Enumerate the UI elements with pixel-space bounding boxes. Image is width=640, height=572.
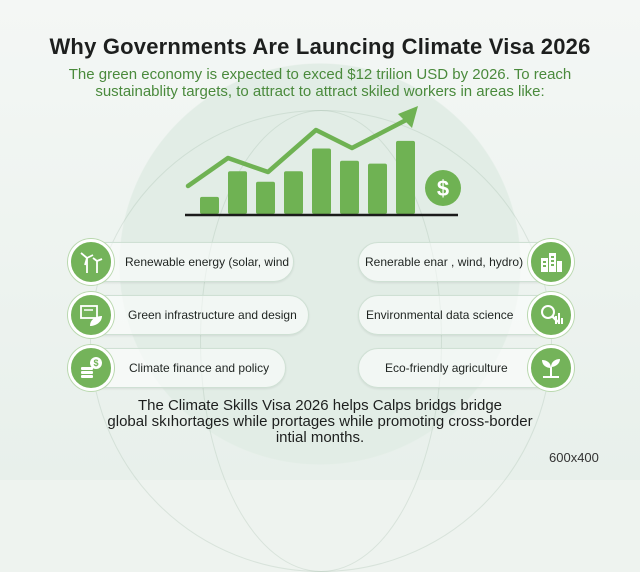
size-label: 600x400 (549, 450, 599, 465)
chart-bar (284, 171, 303, 214)
area-label-eco-agriculture: Eco-friendly agriculture (385, 361, 508, 375)
footer-text: The Climate Skills Visa 2026 helps Calps… (80, 398, 560, 446)
trend-arrow-line (185, 115, 413, 189)
sprout-icon (528, 345, 574, 391)
footer-line-3: intial months. (275, 429, 365, 446)
chart-bar (396, 140, 415, 214)
magnifier-chart-icon (528, 292, 574, 338)
building-icon (528, 239, 574, 285)
area-label-environmental-data: Environmental data science (366, 308, 514, 322)
area-label-renewable-energy: Renewable energy (solar, wind (125, 255, 290, 269)
blueprint-leaf-icon (68, 292, 114, 338)
area-label-green-infrastructure: Green infrastructure and design (128, 308, 297, 322)
chart-bar (200, 196, 219, 214)
chart-bar (312, 148, 331, 214)
svg-text:$: $ (93, 358, 98, 368)
chart-bar (256, 181, 275, 214)
subtitle-line-2: sustainablity targets, to attract to att… (95, 83, 545, 100)
chart-bar (368, 163, 387, 214)
footer-line-1: The Climate Skills Visa 2026 helps Calps… (137, 397, 503, 414)
coins-dollar-icon: $ (68, 345, 114, 391)
trend-arrow-head (398, 106, 418, 128)
growth-chart: $ (185, 106, 461, 217)
chart-bar (340, 160, 359, 214)
subtitle: The green economy is expected to exced $… (40, 66, 600, 100)
subtitle-line-1: The green economy is expected to exced $… (68, 66, 572, 83)
svg-text:$: $ (437, 176, 449, 201)
area-label-renewable-hydro: Renerable enar , wind, hydro) (365, 255, 524, 269)
area-label-climate-finance: Climate finance and policy (129, 361, 270, 375)
wind-turbine-icon (68, 239, 114, 285)
footer-line-2: global skıhortages while prortages while… (107, 413, 533, 430)
page-title: Why Governments Are Launcing Climate Vis… (49, 34, 591, 59)
chart-bar (228, 171, 247, 214)
dollar-icon: $ (425, 170, 461, 206)
chart-bars (200, 140, 415, 214)
